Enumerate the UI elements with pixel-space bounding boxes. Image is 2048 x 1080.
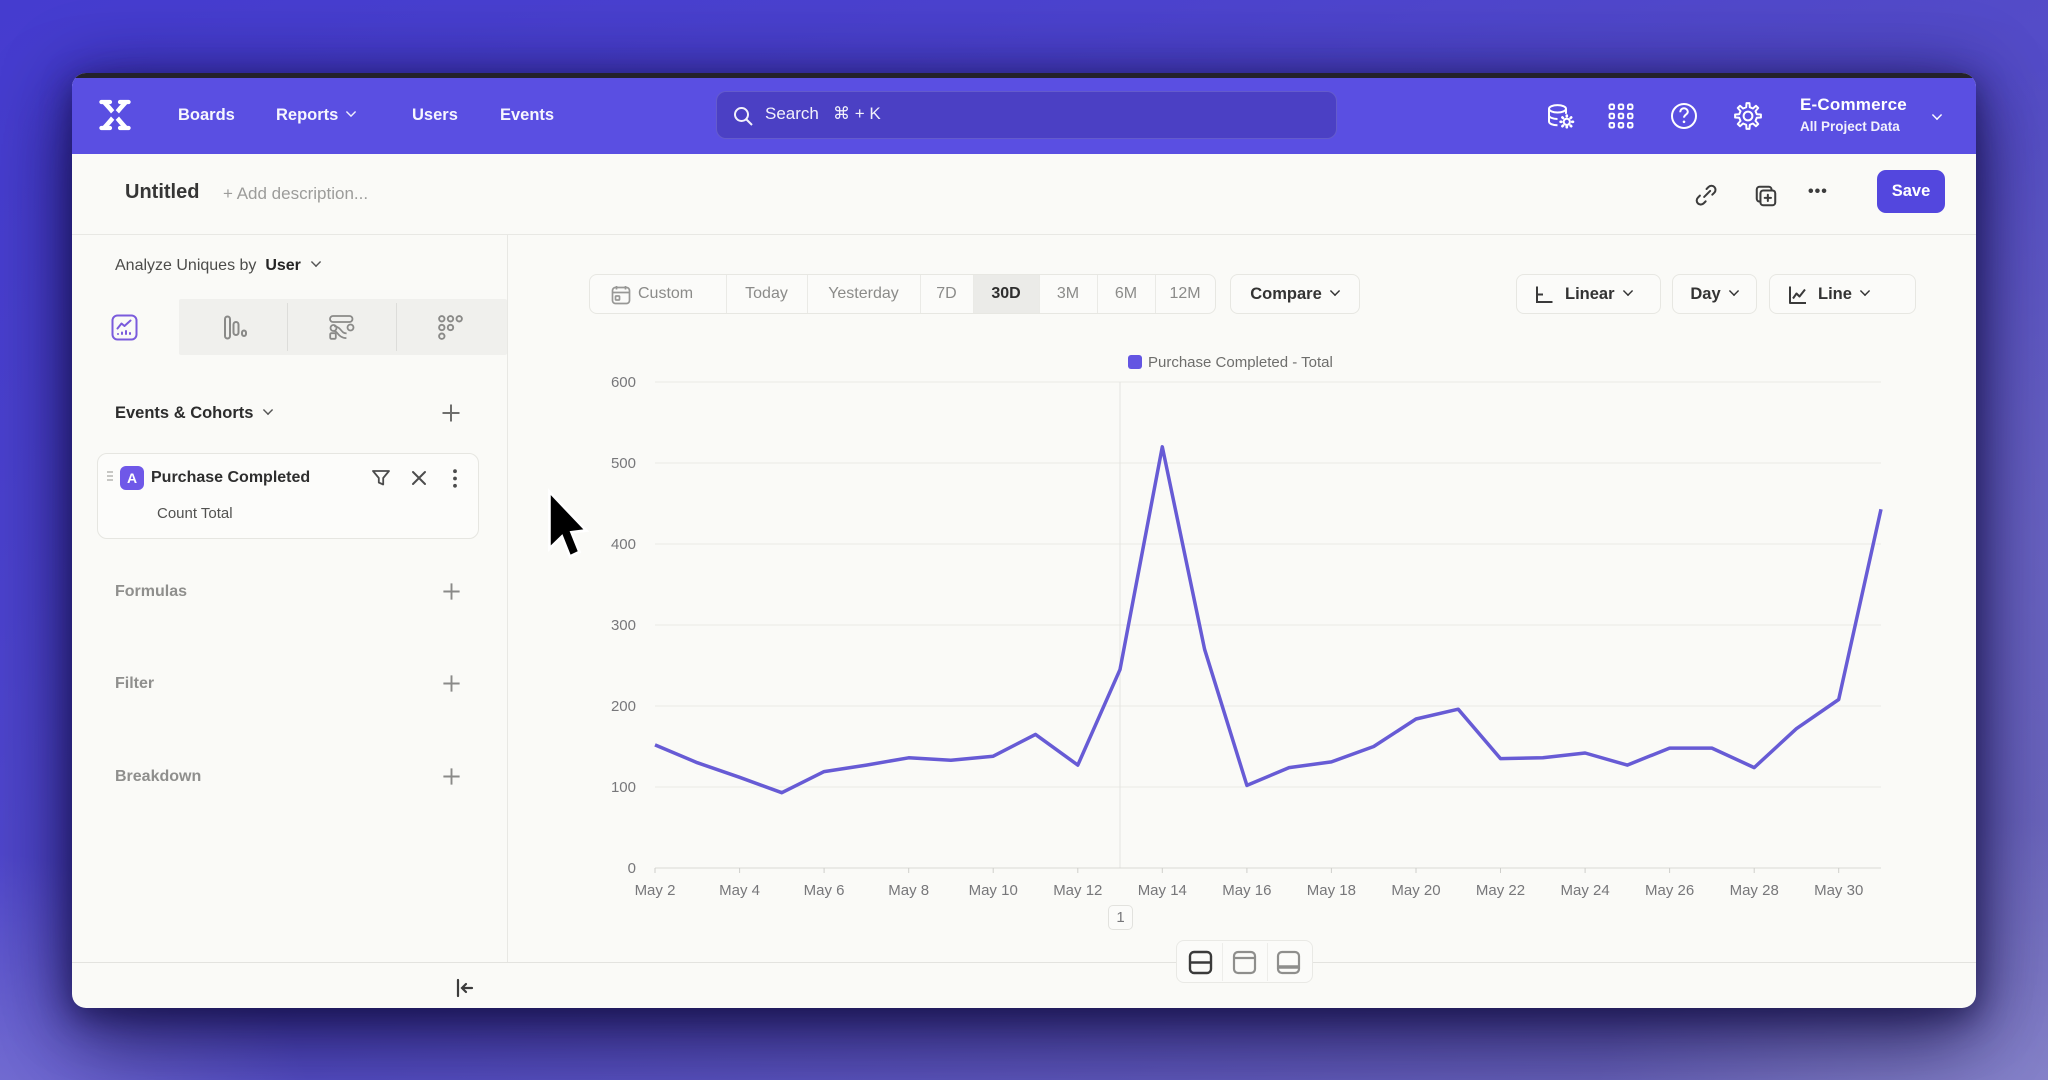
svg-text:300: 300	[611, 617, 636, 634]
svg-text:600: 600	[611, 374, 636, 391]
svg-text:100: 100	[611, 779, 636, 796]
svg-text:May 14: May 14	[1138, 882, 1187, 899]
svg-text:200: 200	[611, 698, 636, 715]
svg-text:May 28: May 28	[1730, 882, 1779, 899]
svg-text:May 30: May 30	[1814, 882, 1863, 899]
svg-text:May 22: May 22	[1476, 882, 1525, 899]
svg-text:May 20: May 20	[1391, 882, 1440, 899]
svg-text:400: 400	[611, 536, 636, 553]
svg-text:500: 500	[611, 455, 636, 472]
svg-text:May 6: May 6	[804, 882, 845, 899]
svg-text:May 16: May 16	[1222, 882, 1271, 899]
svg-text:May 4: May 4	[719, 882, 760, 899]
svg-text:May 2: May 2	[635, 882, 676, 899]
svg-text:May 10: May 10	[969, 882, 1018, 899]
svg-text:May 26: May 26	[1645, 882, 1694, 899]
svg-text:May 12: May 12	[1053, 882, 1102, 899]
svg-text:0: 0	[628, 860, 636, 877]
svg-text:May 24: May 24	[1560, 882, 1609, 899]
svg-text:May 18: May 18	[1307, 882, 1356, 899]
svg-text:May 8: May 8	[888, 882, 929, 899]
